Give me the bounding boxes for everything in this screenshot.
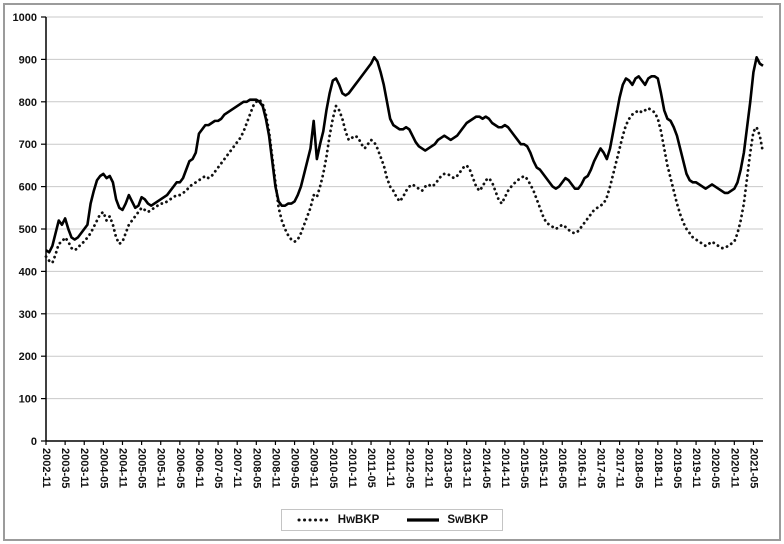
svg-text:600: 600 (19, 182, 37, 194)
svg-text:2007-11: 2007-11 (231, 448, 243, 488)
svg-text:2011-11: 2011-11 (384, 448, 396, 487)
svg-text:2006-05: 2006-05 (174, 448, 186, 488)
svg-text:2017-05: 2017-05 (594, 448, 606, 488)
svg-text:2014-05: 2014-05 (480, 448, 492, 488)
dotted-line-sample-icon (297, 518, 331, 522)
svg-text:800: 800 (19, 97, 37, 109)
svg-text:2015-05: 2015-05 (518, 448, 530, 488)
svg-text:2010-05: 2010-05 (327, 448, 339, 488)
svg-text:2016-05: 2016-05 (556, 448, 568, 488)
svg-text:2005-05: 2005-05 (136, 448, 148, 488)
legend-label-hwbkp: HwBKP (337, 514, 380, 526)
figure-border: 0 100 200 300 400 500 600 700 800 900 1000 2002-11 2… (3, 3, 781, 541)
legend-item-swbkp: SwBKP (405, 514, 488, 526)
svg-text:2008-05: 2008-05 (250, 448, 262, 488)
svg-text:2011-05: 2011-05 (365, 448, 377, 488)
svg-text:2006-11: 2006-11 (193, 448, 205, 488)
svg-text:2018-05: 2018-05 (633, 448, 645, 488)
svg-text:2012-11: 2012-11 (422, 448, 434, 488)
svg-text:2017-11: 2017-11 (614, 448, 626, 488)
svg-text:2002-11: 2002-11 (40, 448, 52, 488)
legend: HwBKP SwBKP (5, 509, 779, 531)
svg-text:2020-05: 2020-05 (709, 448, 721, 488)
svg-text:2021-05: 2021-05 (747, 448, 759, 488)
svg-text:2013-11: 2013-11 (461, 448, 473, 488)
svg-text:2014-11: 2014-11 (499, 448, 511, 488)
svg-text:2004-05: 2004-05 (97, 448, 109, 488)
svg-text:2005-11: 2005-11 (155, 448, 167, 488)
svg-text:100: 100 (19, 394, 37, 406)
svg-text:700: 700 (19, 139, 37, 151)
svg-text:2010-11: 2010-11 (346, 448, 358, 488)
svg-text:2004-11: 2004-11 (116, 448, 128, 488)
svg-text:400: 400 (19, 266, 37, 278)
chart-canvas: 0 100 200 300 400 500 600 700 800 900 1000 2002-11 2… (13, 12, 765, 488)
solid-line-sample-icon (407, 518, 440, 522)
svg-text:2019-11: 2019-11 (690, 448, 702, 488)
svg-text:0: 0 (31, 436, 37, 448)
legend-label-swbkp: SwBKP (447, 514, 489, 526)
svg-text:2015-11: 2015-11 (537, 448, 549, 488)
svg-text:500: 500 (19, 224, 37, 236)
svg-text:2012-05: 2012-05 (403, 448, 415, 488)
legend-item-hwbkp: HwBKP (296, 514, 380, 526)
svg-text:1000: 1000 (13, 12, 37, 24)
svg-text:2019-05: 2019-05 (671, 448, 683, 488)
svg-text:2013-05: 2013-05 (442, 448, 454, 488)
svg-text:2003-05: 2003-05 (59, 448, 71, 488)
svg-text:2008-11: 2008-11 (269, 448, 281, 488)
svg-text:2003-11: 2003-11 (78, 448, 90, 488)
svg-text:2009-11: 2009-11 (308, 448, 320, 488)
svg-text:200: 200 (19, 351, 37, 363)
svg-text:2020-11: 2020-11 (728, 448, 740, 488)
svg-text:900: 900 (19, 54, 37, 66)
svg-text:2007-05: 2007-05 (212, 448, 224, 488)
svg-text:300: 300 (19, 309, 37, 321)
svg-text:2018-11: 2018-11 (652, 448, 664, 488)
svg-text:2016-11: 2016-11 (575, 448, 587, 488)
svg-text:2009-05: 2009-05 (289, 448, 301, 488)
legend-box: HwBKP SwBKP (280, 509, 504, 531)
